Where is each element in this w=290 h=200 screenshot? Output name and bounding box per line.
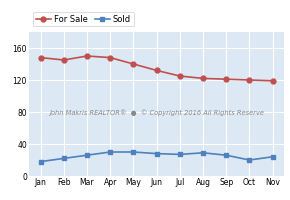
Text: John Makris REALTOR®  ●  © Copyright 2016 All Rights Reserve: John Makris REALTOR® ● © Copyright 2016 … [49,109,264,116]
Sold [39,160,42,163]
Sold [178,153,182,156]
Line: Sold: Sold [38,150,275,164]
For Sale [132,63,135,65]
For Sale [178,75,182,77]
For Sale [108,56,112,59]
Sold [224,154,228,156]
For Sale [155,69,158,72]
Sold [62,157,66,160]
Line: For Sale: For Sale [38,54,275,83]
For Sale [39,56,42,59]
Sold [271,156,274,158]
Sold [201,152,205,154]
Sold [248,159,251,161]
For Sale [224,78,228,80]
For Sale [248,79,251,81]
Sold [85,154,89,156]
For Sale [62,59,66,61]
For Sale [271,80,274,82]
Legend: For Sale, Sold: For Sale, Sold [33,12,133,26]
For Sale [85,55,89,57]
Sold [132,151,135,153]
Sold [155,152,158,155]
Sold [108,151,112,153]
For Sale [201,77,205,80]
